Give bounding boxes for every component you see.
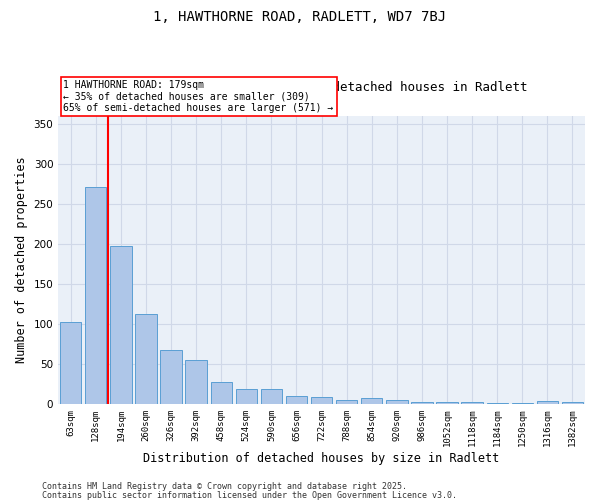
Bar [562,402,583,404]
Bar [261,389,282,404]
X-axis label: Distribution of detached houses by size in Radlett: Distribution of detached houses by size … [143,452,500,465]
Bar [85,187,106,404]
Bar [160,350,182,404]
Bar [311,397,332,404]
Bar [286,396,307,404]
Text: 1 HAWTHORNE ROAD: 179sqm
← 35% of detached houses are smaller (309)
65% of semi-: 1 HAWTHORNE ROAD: 179sqm ← 35% of detach… [64,80,334,113]
Bar [461,402,483,404]
Bar [487,403,508,404]
Bar [60,322,82,404]
Bar [185,360,207,404]
Bar [361,398,382,404]
Text: Contains public sector information licensed under the Open Government Licence v3: Contains public sector information licen… [42,490,457,500]
Bar [136,314,157,404]
Bar [436,402,458,404]
Bar [336,400,358,404]
Text: Contains HM Land Registry data © Crown copyright and database right 2025.: Contains HM Land Registry data © Crown c… [42,482,407,491]
Text: 1, HAWTHORNE ROAD, RADLETT, WD7 7BJ: 1, HAWTHORNE ROAD, RADLETT, WD7 7BJ [154,10,446,24]
Bar [386,400,407,404]
Bar [211,382,232,404]
Bar [411,402,433,404]
Bar [110,246,131,404]
Bar [512,403,533,404]
Title: Size of property relative to detached houses in Radlett: Size of property relative to detached ho… [115,81,528,94]
Bar [236,389,257,404]
Y-axis label: Number of detached properties: Number of detached properties [15,156,28,364]
Bar [537,401,558,404]
